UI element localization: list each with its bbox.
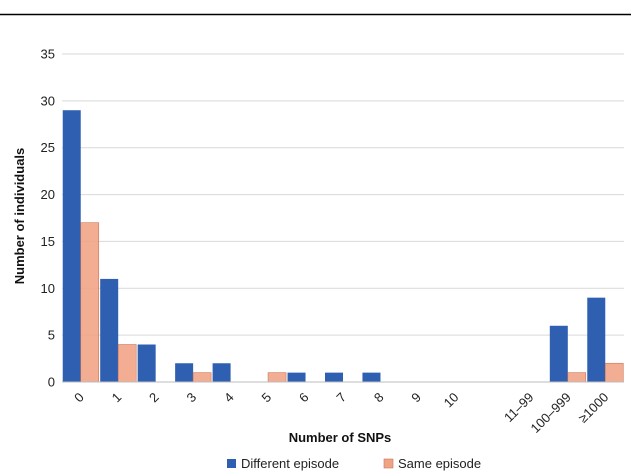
y-tick-label-30: 30 (41, 93, 55, 108)
bar-different-3 (175, 363, 194, 382)
bar-different-4 (212, 363, 231, 382)
legend: Different episode Same episode (227, 456, 481, 471)
x-tick-label-4: 4 (221, 390, 237, 406)
x-tick-label-10: 10 (441, 390, 462, 411)
x-tick-label-12: 11–99 (501, 390, 536, 425)
x-axis-title: Number of SNPs (289, 430, 392, 445)
legend-swatch-same-episode (383, 458, 394, 469)
x-tick-label-5: 5 (258, 390, 274, 406)
y-tick-label-25: 25 (41, 140, 55, 155)
x-tick-label-13: 100–999 (528, 390, 574, 436)
bar-same-0 (80, 222, 100, 383)
bar-same-13 (567, 372, 587, 383)
bar-same-1 (117, 344, 137, 383)
bar-different-14 (587, 297, 606, 382)
bar-same-5 (267, 372, 287, 383)
y-tick-label-5: 5 (48, 328, 55, 343)
x-tick-label-0: 0 (71, 390, 87, 406)
bar-different-6 (287, 372, 306, 382)
bar-different-1 (100, 278, 119, 382)
bar-different-13 (549, 325, 568, 382)
bar-different-0 (62, 110, 81, 382)
y-tick-label-15: 15 (41, 234, 55, 249)
bar-same-3 (192, 372, 212, 383)
gridlines (62, 53, 624, 336)
bar-different-7 (325, 372, 343, 382)
legend-label-different-episode: Different episode (241, 456, 339, 471)
x-tick-label-2: 2 (146, 390, 162, 406)
legend-swatch-different-episode (227, 459, 236, 468)
bar-different-2 (137, 344, 156, 382)
y-axis-title: Number of individuals (12, 148, 27, 285)
y-tick-label-35: 35 (41, 47, 55, 62)
bars (62, 110, 624, 383)
y-tick-labels: 0 5 10 15 20 25 30 35 (41, 47, 55, 390)
legend-label-same-episode: Same episode (398, 456, 481, 471)
x-tick-label-8: 8 (371, 390, 387, 406)
bar-different-8 (362, 372, 381, 382)
x-tick-label-3: 3 (184, 390, 200, 406)
y-tick-label-10: 10 (41, 281, 55, 296)
x-tick-label-7: 7 (333, 390, 349, 406)
x-tick-label-1: 1 (109, 390, 125, 406)
bar-same-14 (604, 362, 624, 383)
x-tick-label-14: ≥1000 (575, 390, 611, 426)
x-tick-label-6: 6 (296, 390, 312, 406)
y-tick-label-20: 20 (41, 187, 55, 202)
y-tick-label-0: 0 (48, 375, 55, 390)
x-tick-label-9: 9 (408, 390, 424, 406)
